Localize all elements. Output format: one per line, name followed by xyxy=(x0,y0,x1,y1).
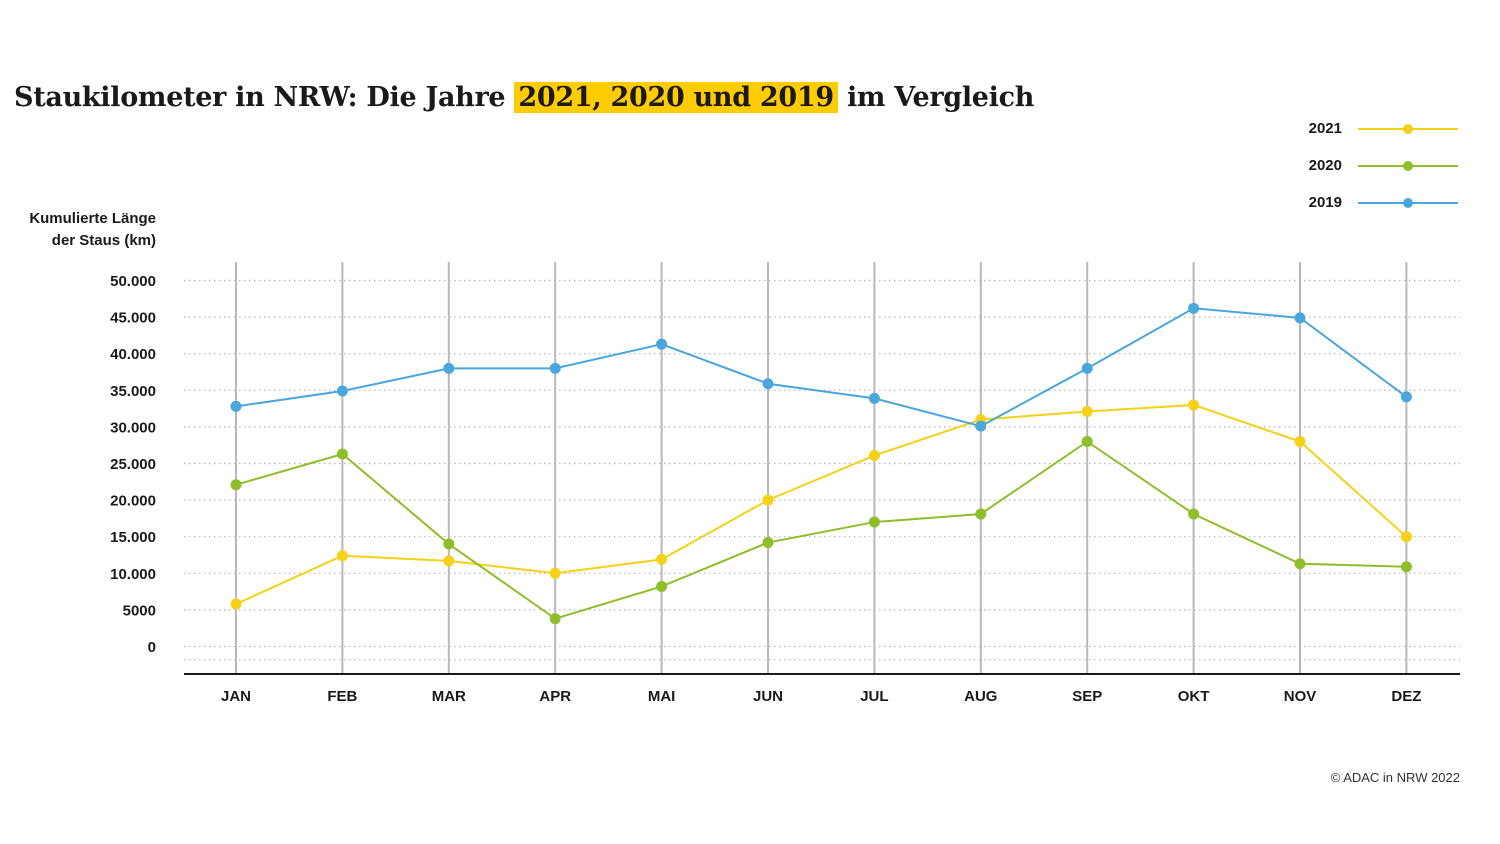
data-point-2019 xyxy=(762,378,774,390)
data-point-2021 xyxy=(1400,531,1412,543)
data-point-2020 xyxy=(762,537,774,549)
title-suffix: im Vergleich xyxy=(837,82,1035,113)
y-tick-label: 15.000 xyxy=(110,529,156,546)
y-axis-label-line2: der Staus (km) xyxy=(51,232,156,249)
x-tick-label: NOV xyxy=(1284,688,1317,705)
title-highlight: 2021, 2020 und 2019 xyxy=(514,82,838,113)
data-point-2020 xyxy=(1081,436,1093,448)
data-point-2019 xyxy=(443,362,455,374)
x-tick-label: APR xyxy=(539,688,571,705)
y-tick-label: 0 xyxy=(148,639,156,656)
data-point-2020 xyxy=(868,516,880,528)
data-point-2021 xyxy=(230,598,242,610)
x-tick-label: FEB xyxy=(327,688,357,705)
data-point-2019 xyxy=(868,392,880,404)
x-tick-label: JUL xyxy=(860,688,888,705)
y-tick-label: 5000 xyxy=(123,602,156,619)
y-tick-label: 25.000 xyxy=(110,456,156,473)
data-point-2019 xyxy=(1081,362,1093,374)
y-tick-label: 30.000 xyxy=(110,419,156,436)
data-point-2021 xyxy=(656,553,668,565)
legend-item-2020: 2020 xyxy=(1280,155,1465,192)
data-point-2019 xyxy=(336,385,348,397)
y-axis-label: Kumulierte Länge der Staus (km) xyxy=(10,208,156,252)
data-point-2019 xyxy=(230,400,242,412)
data-point-2020 xyxy=(975,508,987,520)
data-point-2020 xyxy=(549,613,561,625)
x-tick-label: OKT xyxy=(1178,688,1210,705)
data-point-2021 xyxy=(868,449,880,461)
data-point-2020 xyxy=(656,580,668,592)
y-tick-label: 50.000 xyxy=(110,273,156,290)
series-line-2020 xyxy=(235,440,1407,620)
y-axis-label-line1: Kumulierte Länge xyxy=(29,210,156,227)
y-tick-label: 10.000 xyxy=(110,566,156,583)
data-point-2019 xyxy=(549,362,561,374)
legend: 2021 2020 2019 xyxy=(1280,118,1465,229)
legend-label-2020: 2020 xyxy=(1308,157,1342,174)
legend-swatch-2020 xyxy=(1358,161,1458,171)
data-point-2020 xyxy=(443,538,455,550)
data-point-2020 xyxy=(1294,558,1306,570)
legend-label-2021: 2021 xyxy=(1308,120,1342,137)
data-point-2021 xyxy=(549,567,561,579)
data-point-2019 xyxy=(1294,312,1306,324)
y-tick-label: 40.000 xyxy=(110,346,156,363)
data-point-2021 xyxy=(336,550,348,562)
chart-title: Staukilometer in NRW: Die Jahre 2021, 20… xyxy=(14,82,1034,113)
legend-swatch-2019 xyxy=(1358,198,1458,208)
x-tick-label: JAN xyxy=(221,688,251,705)
x-tick-label: AUG xyxy=(964,688,997,705)
y-tick-label: 20.000 xyxy=(110,493,156,510)
series-line-2021 xyxy=(235,403,1408,605)
data-point-2021 xyxy=(1294,436,1306,448)
x-tick-label: DEZ xyxy=(1391,688,1421,705)
series-line-2019 xyxy=(235,307,1407,428)
y-tick-label: 35.000 xyxy=(110,383,156,400)
data-point-2019 xyxy=(656,338,668,350)
data-point-2020 xyxy=(336,448,348,460)
data-point-2021 xyxy=(443,555,455,567)
data-point-2021 xyxy=(1188,399,1200,411)
data-point-2019 xyxy=(975,420,987,432)
y-tick-label: 45.000 xyxy=(110,310,156,327)
x-tick-label: MAR xyxy=(432,688,466,705)
title-prefix: Staukilometer in NRW: Die Jahre xyxy=(14,82,515,113)
data-point-2021 xyxy=(762,494,774,506)
x-tick-label: MAI xyxy=(648,688,676,705)
data-point-2021 xyxy=(1081,406,1093,418)
data-point-2020 xyxy=(1400,561,1412,573)
data-point-2020 xyxy=(230,479,242,491)
data-point-2019 xyxy=(1188,302,1200,314)
data-point-2019 xyxy=(1400,391,1412,403)
legend-item-2021: 2021 xyxy=(1280,118,1465,155)
legend-item-2019: 2019 xyxy=(1280,192,1465,229)
legend-label-2019: 2019 xyxy=(1308,194,1342,211)
data-point-2020 xyxy=(1188,508,1200,520)
x-tick-label: JUN xyxy=(753,688,783,705)
legend-swatch-2021 xyxy=(1358,124,1458,134)
copyright-footer: © ADAC in NRW 2022 xyxy=(1330,770,1460,785)
x-tick-label: SEP xyxy=(1072,688,1102,705)
